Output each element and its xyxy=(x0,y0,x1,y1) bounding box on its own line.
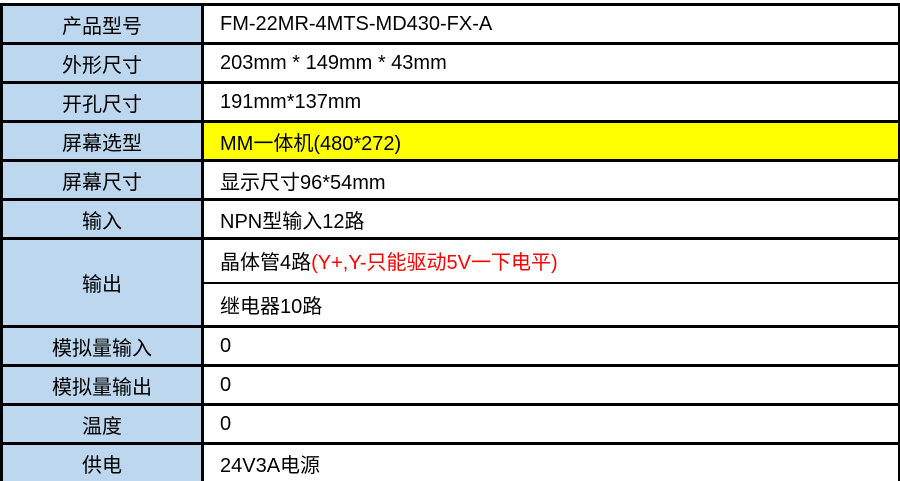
table-row-product-model: 产品型号 FM-22MR-4MTS-MD430-FX-A xyxy=(0,3,900,45)
spec-value: 0 xyxy=(201,325,900,367)
spec-label: 模拟量输入 xyxy=(0,325,204,367)
spec-value: FM-22MR-4MTS-MD430-FX-A xyxy=(201,3,900,45)
table-row-outer-dimensions: 外形尺寸 203mm * 149mm * 43mm xyxy=(0,42,900,84)
spec-label: 屏幕选型 xyxy=(0,120,204,162)
output-transistor-text: 晶体管4路 xyxy=(220,252,312,275)
spec-value-output-transistor: 晶体管4路(Y+,Y-只能驱动5V一下电平) xyxy=(201,237,900,284)
spec-value: NPN型输入12路 xyxy=(201,198,900,240)
spec-value: 191mm*137mm xyxy=(201,81,900,123)
spec-label: 开孔尺寸 xyxy=(0,81,204,123)
table-row-output-relay: 继电器10路 xyxy=(2,281,900,328)
table-row-output-transistor: 输出 晶体管4路(Y+,Y-只能驱动5V一下电平) xyxy=(0,237,900,328)
table-row-analog-output: 模拟量输出 0 xyxy=(0,364,900,406)
output-warning-text: (Y+,Y-只能驱动5V一下电平) xyxy=(311,252,558,275)
spec-value-output-relay: 继电器10路 xyxy=(201,281,900,328)
spec-value: 203mm * 149mm * 43mm xyxy=(201,42,900,84)
spec-label: 输入 xyxy=(0,198,204,240)
spec-label: 外形尺寸 xyxy=(0,42,204,84)
spec-label: 产品型号 xyxy=(0,3,204,45)
spec-label: 温度 xyxy=(0,403,204,445)
spec-value: 显示尺寸96*54mm xyxy=(201,159,900,201)
spec-label: 模拟量输出 xyxy=(0,364,204,406)
product-spec-table: 产品型号 FM-22MR-4MTS-MD430-FX-A 外形尺寸 203mm … xyxy=(0,3,900,481)
spec-value: 0 xyxy=(201,364,900,406)
table-row-temperature: 温度 0 xyxy=(0,403,900,445)
table-row-screen-selection: 屏幕选型 MM一体机(480*272) xyxy=(0,120,900,162)
spec-label: 供电 xyxy=(0,442,204,481)
spec-value: 24V3A电源 xyxy=(201,442,900,481)
spec-value: 0 xyxy=(201,403,900,445)
spec-value-highlighted: MM一体机(480*272) xyxy=(201,120,900,162)
table-row-screen-size: 屏幕尺寸 显示尺寸96*54mm xyxy=(0,159,900,201)
table-row-input: 输入 NPN型输入12路 xyxy=(0,198,900,240)
spec-label: 屏幕尺寸 xyxy=(0,159,204,201)
table-row-analog-input: 模拟量输入 0 xyxy=(0,325,900,367)
table-row-power-supply: 供电 24V3A电源 xyxy=(0,442,900,481)
table-row-cutout-dimensions: 开孔尺寸 191mm*137mm xyxy=(0,81,900,123)
spec-label-output-merged: 输出 xyxy=(0,237,204,328)
